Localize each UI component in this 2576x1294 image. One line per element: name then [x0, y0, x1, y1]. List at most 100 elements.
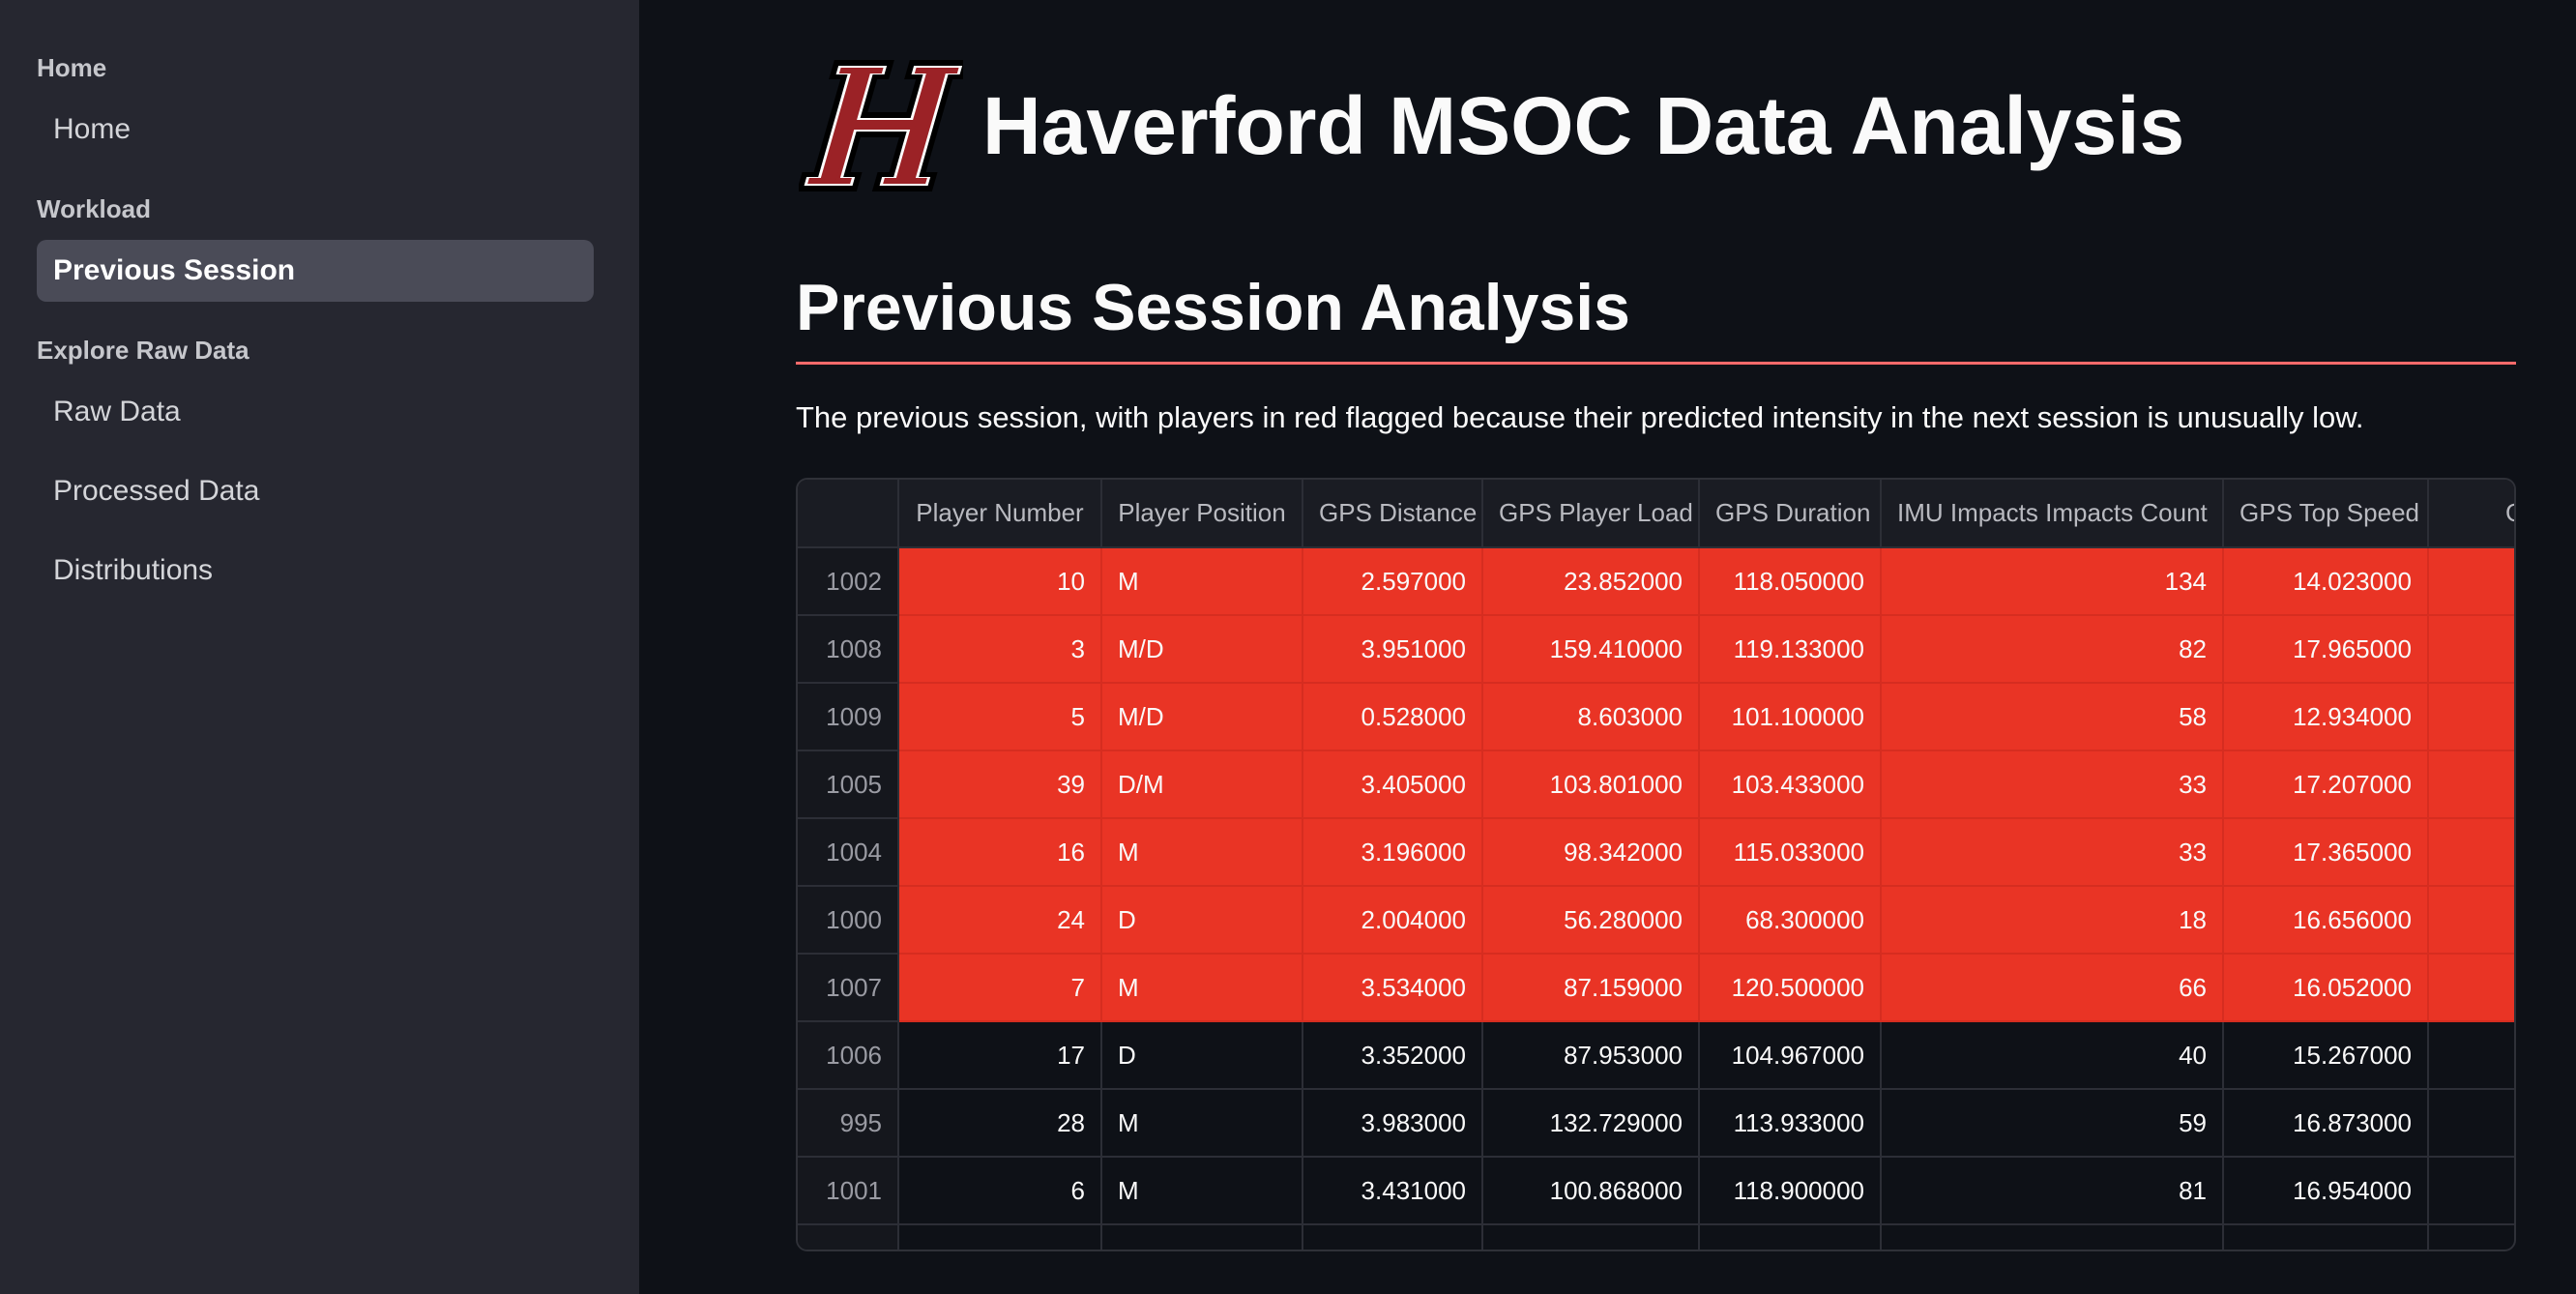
column-header[interactable]: Player Position	[1101, 480, 1303, 548]
table-cell[interactable]: M/D	[1101, 683, 1303, 751]
table-cell[interactable]: 3	[898, 615, 1102, 684]
table-cell[interactable]: 17.965000	[2223, 615, 2429, 684]
column-header[interactable]: GPS Distance	[1303, 480, 1483, 548]
table-cell[interactable]: 16.656000	[2223, 886, 2429, 955]
table-cell[interactable]: 3.951000	[1303, 615, 1483, 684]
table-cell[interactable]	[2428, 750, 2514, 819]
table-cell[interactable]: 3.534000	[1303, 954, 1483, 1022]
table-cell[interactable]: 16.954000	[2223, 1157, 2429, 1225]
column-header[interactable]: Player Number	[898, 480, 1102, 548]
table-cell[interactable]: 134	[1881, 547, 2224, 616]
table-cell[interactable]: 101.100000	[1699, 683, 1882, 751]
table-cell[interactable]: 98.342000	[1482, 818, 1700, 887]
table-cell[interactable]: 12.934000	[2223, 683, 2429, 751]
table-cell[interactable]: 23.852000	[1482, 547, 1700, 616]
table-cell[interactable]: 56.280000	[1482, 886, 1700, 955]
table-cell[interactable]	[2428, 1089, 2514, 1158]
sidebar-item-processed-data[interactable]: Processed Data	[53, 475, 260, 507]
table-cell[interactable]: 87.953000	[1482, 1021, 1700, 1090]
table-cell[interactable]: 5	[898, 683, 1102, 751]
table-cell[interactable]: 87.159000	[1482, 954, 1700, 1022]
table-cell[interactable]	[2428, 547, 2514, 616]
column-header[interactable]: GPS Player Load	[1482, 480, 1700, 548]
table-cell[interactable]: 40	[1881, 1021, 2224, 1090]
flagged-table-row[interactable]: 1000 24 D 2.004000 56.280000 68.300000 18 16.65…	[798, 886, 2514, 955]
table-cell[interactable]	[2428, 615, 2514, 684]
table-cell[interactable]: 2.597000	[1303, 547, 1483, 616]
flagged-table-row[interactable]: 1007 7 M 3.534000 87.159000 120.500000 66 16.05…	[798, 954, 2514, 1022]
table-cell[interactable]	[2428, 1021, 2514, 1090]
table-cell[interactable]: 3.405000	[1303, 750, 1483, 819]
table-cell[interactable]: 17.365000	[2223, 818, 2429, 887]
table-cell[interactable]: 2.004000	[1303, 886, 1483, 955]
table-cell[interactable]: 3.352000	[1303, 1021, 1483, 1090]
table-row[interactable]: 995 28 M 3.983000 132.729000 113.933000 59 16.8…	[798, 1089, 2514, 1158]
table-cell[interactable]: M	[1101, 1157, 1303, 1225]
index-header[interactable]	[798, 480, 899, 548]
table-cell[interactable]: 100.868000	[1482, 1157, 1700, 1225]
table-cell[interactable]: 103.801000	[1482, 750, 1700, 819]
sidebar-item-distributions[interactable]: Distributions	[53, 554, 214, 586]
table-cell[interactable]: D	[1101, 1021, 1303, 1090]
table-cell[interactable]: 118.050000	[1699, 547, 1882, 616]
table-cell[interactable]	[2428, 1157, 2514, 1225]
table-cell[interactable]	[2428, 818, 2514, 887]
table-cell[interactable]: 10	[898, 547, 1102, 616]
table-cell[interactable]: 159.410000	[1482, 615, 1700, 684]
flagged-table-row[interactable]: 1005 39 D/M 3.405000 103.801000 103.433000 33 1…	[798, 750, 2514, 819]
table-cell[interactable]: 16.873000	[2223, 1089, 2429, 1158]
table-cell[interactable]	[2428, 683, 2514, 751]
column-header[interactable]: IMU Impacts Impacts Count	[1881, 480, 2224, 548]
table-cell[interactable]: 103.433000	[1699, 750, 1882, 819]
table-cell[interactable]: M	[1101, 954, 1303, 1022]
sidebar-item-raw-data[interactable]: Raw Data	[53, 396, 181, 427]
column-header[interactable]: GPS Duration	[1699, 480, 1882, 548]
table-cell[interactable]: 104.967000	[1699, 1021, 1882, 1090]
table-cell[interactable]: 3.983000	[1303, 1089, 1483, 1158]
table-cell[interactable]: 33	[1881, 750, 2224, 819]
table-cell[interactable]: 132.729000	[1482, 1089, 1700, 1158]
table-row[interactable]: 1006 17 D 3.352000 87.953000 104.967000 40 15.2…	[798, 1021, 2514, 1090]
column-header[interactable]: GPS Top Speed	[2223, 480, 2429, 548]
table-cell[interactable]: 33	[1881, 818, 2224, 887]
sidebar-item-previous-session[interactable]: Previous Session	[37, 240, 594, 302]
flagged-table-row[interactable]: 1004 16 M 3.196000 98.342000 115.033000 33 17.3…	[798, 818, 2514, 887]
table-cell[interactable]: 7	[898, 954, 1102, 1022]
table-cell[interactable]: 8.603000	[1482, 683, 1700, 751]
table-cell[interactable]: 118.900000	[1699, 1157, 1882, 1225]
table-cell[interactable]	[2428, 954, 2514, 1022]
table-cell[interactable]: 119.133000	[1699, 615, 1882, 684]
table-cell[interactable]: 14.023000	[2223, 547, 2429, 616]
table-cell[interactable]: 6	[898, 1157, 1102, 1225]
table-cell[interactable]: 0.528000	[1303, 683, 1483, 751]
sidebar-item-home[interactable]: Home	[53, 113, 132, 145]
table-cell[interactable]: 66	[1881, 954, 2224, 1022]
table-cell[interactable]: 16.052000	[2223, 954, 2429, 1022]
table-cell[interactable]: M/D	[1101, 615, 1303, 684]
table-cell[interactable]: M	[1101, 818, 1303, 887]
table-cell[interactable]: M	[1101, 1089, 1303, 1158]
session-dataframe[interactable]: Player Number Player Position GPS Distance…	[796, 478, 2516, 1251]
table-cell[interactable]: 15.267000	[2223, 1021, 2429, 1090]
table-cell[interactable]: 58	[1881, 683, 2224, 751]
table-cell[interactable]: 113.933000	[1699, 1089, 1882, 1158]
flagged-table-row[interactable]: 1009 5 M/D 0.528000 8.603000 101.100000 58 12.9…	[798, 683, 2514, 751]
table-cell[interactable]: 82	[1881, 615, 2224, 684]
table-cell[interactable]: 120.500000	[1699, 954, 1882, 1022]
table-cell[interactable]: 68.300000	[1699, 886, 1882, 955]
column-header[interactable]: GPS Pe	[2428, 480, 2514, 548]
table-cell[interactable]: 17	[898, 1021, 1102, 1090]
table-cell[interactable]: 18	[1881, 886, 2224, 955]
table-cell[interactable]: 59	[1881, 1089, 2224, 1158]
table-cell[interactable]: 24	[898, 886, 1102, 955]
table-cell[interactable]: 3.431000	[1303, 1157, 1483, 1225]
table-cell[interactable]: 115.033000	[1699, 818, 1882, 887]
table-cell[interactable]: 81	[1881, 1157, 2224, 1225]
flagged-table-row[interactable]: 1008 3 M/D 3.951000 159.410000 119.133000 82 17…	[798, 615, 2514, 684]
table-cell[interactable]: 3.196000	[1303, 818, 1483, 887]
table-cell[interactable]	[2428, 886, 2514, 955]
table-cell[interactable]: 17.207000	[2223, 750, 2429, 819]
table-row[interactable]: 1001 6 M 3.431000 100.868000 118.900000 81 16.9…	[798, 1157, 2514, 1225]
table-cell[interactable]: 39	[898, 750, 1102, 819]
table-cell[interactable]: 28	[898, 1089, 1102, 1158]
